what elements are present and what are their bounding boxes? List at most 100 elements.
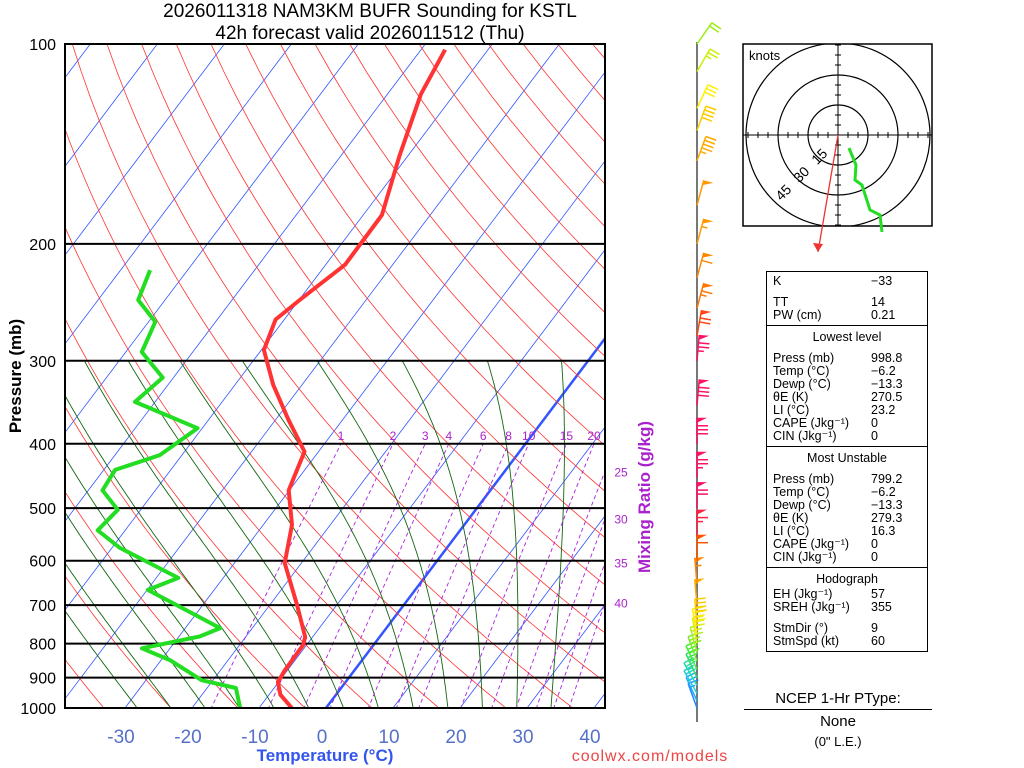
dry-adiabat (71, 44, 574, 708)
stat-value: −13.3 (871, 498, 903, 512)
barb-line (699, 317, 712, 321)
barb-staff (696, 48, 711, 72)
stat-label: θE (K) (773, 390, 809, 404)
dry-adiabat (245, 44, 605, 492)
isotherm (191, 160, 605, 708)
mixing-ratio-label: 6 (480, 429, 487, 443)
stat-value: 0 (871, 550, 878, 564)
barb-line (695, 605, 707, 608)
temperature-trace (261, 48, 447, 708)
credit-text: coolwx.com/models (572, 748, 729, 765)
isotherm (392, 426, 605, 708)
stat-row: TT 14 (773, 296, 927, 309)
wind-barb (696, 218, 714, 245)
stat-label: EH (Jkg⁻¹) (773, 587, 833, 601)
barb-flag (698, 334, 710, 340)
wind-barb (696, 451, 708, 478)
wind-barb (696, 379, 710, 406)
temperature-tick-label: 30 (512, 727, 533, 748)
stat-value: 998.8 (871, 351, 903, 365)
hodograph-section: Hodograph EH (Jkg⁻¹) 57 SREH (Jkg⁻¹) 355 StmD… (767, 567, 927, 651)
barb-flag (702, 283, 714, 288)
barb-flag (697, 451, 707, 457)
stat-row: StmDir (°) 9 (773, 622, 927, 635)
ptype-heading: NCEP 1-Hr PType: (744, 690, 932, 710)
mixing-ratio-line (460, 443, 567, 708)
pressure-tick-label: 700 (29, 598, 56, 615)
stat-label: CAPE (Jkg⁻¹) (773, 537, 850, 551)
pressure-tick-label: 300 (29, 354, 56, 371)
moist-adiabat (65, 394, 275, 708)
pressure-tick-label: 1000 (20, 701, 56, 718)
indices-section: K −33 TT 14 PW (cm) 0.21 (767, 272, 927, 325)
stat-label: CIN (Jkg⁻¹) (773, 429, 837, 443)
stat-value: 57 (871, 587, 885, 601)
barb-line (707, 84, 719, 91)
most-unstable-section: Most Unstable Press (mb) 799.2 Temp (°C) −6.… (767, 446, 927, 567)
isotherm (65, 44, 426, 522)
stat-label: StmDir (°) (773, 621, 828, 635)
moist-adiabat (65, 610, 138, 708)
dry-adiabat (106, 44, 605, 683)
section-title: Most Unstable (807, 451, 887, 465)
barb-line (704, 109, 716, 115)
y2-axis-label: Mixing Ratio (g/kg) (635, 421, 654, 573)
temperature-tick-label: -10 (241, 727, 268, 748)
mixing-ratio-label: 8 (505, 429, 512, 443)
moist-adiabat (65, 456, 240, 708)
pressure-tick-label: 500 (29, 501, 56, 518)
moist-adiabat (65, 511, 206, 708)
moist-adiabat (316, 360, 449, 708)
stat-label: CAPE (Jkg⁻¹) (773, 416, 850, 430)
barb-line (698, 390, 710, 394)
dry-adiabat (65, 127, 507, 708)
barb-line (701, 290, 713, 295)
stat-value: 799.2 (871, 472, 903, 486)
stat-row: θE (K) 279.3 (773, 512, 927, 525)
wind-barbs (683, 22, 722, 722)
stat-value: 0 (871, 537, 878, 551)
stat-value: 60 (871, 634, 885, 648)
stat-row: CIN (Jkg⁻¹) 0 (773, 551, 927, 564)
barb-line (707, 51, 718, 59)
barb-half (701, 225, 708, 229)
isotherm (65, 44, 225, 256)
hodograph-trace (847, 147, 884, 233)
mixing-ratio-line (553, 561, 605, 708)
stat-label: TT (773, 295, 789, 309)
mixing-ratio-label: 20 (587, 429, 601, 443)
mixing-ratio-line (491, 443, 595, 708)
barb-line (702, 143, 714, 149)
barb-line (698, 386, 710, 390)
mixing-ratio-line (367, 443, 484, 708)
barb-line (711, 22, 722, 30)
isotherm (258, 249, 605, 708)
barb-line (701, 259, 713, 265)
mixing-ratio-line (418, 443, 530, 708)
stat-row: Dewp (°C) −13.3 (773, 378, 927, 391)
barb-staff (693, 557, 698, 584)
stat-row: K −33 (773, 275, 927, 288)
isotherm (459, 515, 605, 708)
wind-barb (696, 180, 714, 206)
stat-row: Press (mb) 799.2 (773, 473, 927, 486)
barb-staff (696, 379, 701, 406)
plot-frame (64, 43, 606, 709)
wind-barb (696, 534, 708, 561)
barb-staff (687, 683, 698, 709)
stat-row: CAPE (Jkg⁻¹) 0 (773, 417, 927, 430)
barb-staff (696, 105, 707, 131)
stat-value: 0 (871, 416, 878, 430)
stat-row: Temp (°C) −6.2 (773, 365, 927, 378)
mixing-ratio-line (395, 443, 510, 708)
wind-barb (696, 22, 722, 45)
stat-label: Press (mb) (773, 472, 835, 486)
stat-label: SREH (Jkg⁻¹) (773, 600, 850, 614)
moist-adiabat (550, 360, 565, 708)
wind-barb (696, 135, 717, 162)
pressure-tick-label: 600 (29, 554, 56, 571)
barb-line (705, 135, 717, 141)
stat-label: Dewp (°C) (773, 377, 831, 391)
wind-barb (696, 252, 714, 279)
